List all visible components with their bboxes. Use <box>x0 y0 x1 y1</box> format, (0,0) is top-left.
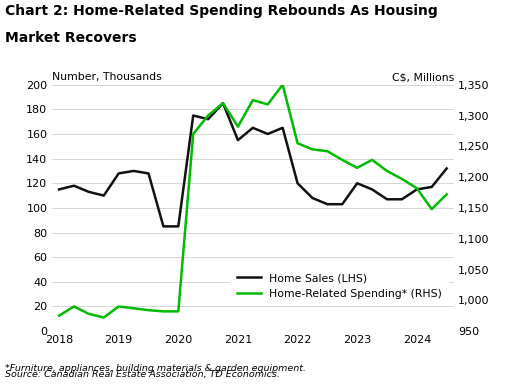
Text: C$, Millions: C$, Millions <box>392 72 454 82</box>
Legend: Home Sales (LHS), Home-Related Spending* (RHS): Home Sales (LHS), Home-Related Spending*… <box>230 266 449 306</box>
Text: Chart 2: Home-Related Spending Rebounds As Housing: Chart 2: Home-Related Spending Rebounds … <box>5 4 438 18</box>
Text: *Furniture, appliances, building materials & garden equipment.: *Furniture, appliances, building materia… <box>5 365 306 373</box>
Text: Number, Thousands: Number, Thousands <box>52 72 162 82</box>
Text: Market Recovers: Market Recovers <box>5 31 137 45</box>
Text: Source: Canadian Real Estate Association, TD Economics.: Source: Canadian Real Estate Association… <box>5 370 280 379</box>
